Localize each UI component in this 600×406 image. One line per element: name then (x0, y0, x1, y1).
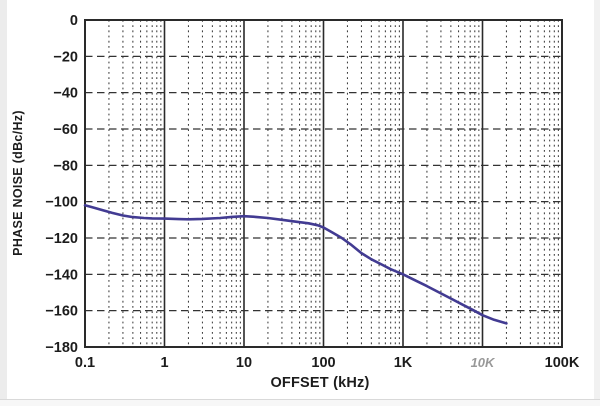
page-margin-bottom (0, 399, 600, 406)
x-tick-label: 10 (236, 355, 252, 371)
page-margin-left (0, 0, 7, 406)
y-tick-label: −180 (45, 340, 78, 356)
plot-frame (84, 19, 563, 348)
x-tick-label: 10K (471, 355, 496, 370)
y-tick-label: −120 (45, 231, 78, 247)
x-tick-label: 0.1 (75, 355, 95, 371)
y-tick-label: −20 (53, 49, 78, 65)
y-tick-label: −100 (45, 195, 78, 211)
x-axis-title: OFFSET (kHz) (270, 375, 370, 391)
x-tick-label: 100K (545, 355, 580, 371)
y-tick-label: −40 (53, 86, 78, 102)
y-tick-label: −60 (53, 122, 78, 138)
x-tick-label: 1 (160, 355, 168, 371)
phase-noise-curve (83, 204, 508, 325)
page-margin-right (594, 0, 600, 406)
x-tick-label: 1K (394, 355, 413, 371)
y-tick-label: 0 (70, 13, 78, 29)
x-tick-label: 100 (311, 355, 335, 371)
y-tick-label: −80 (53, 158, 78, 174)
y-tick-label: −140 (45, 267, 78, 283)
y-axis-title: PHASE NOISE (dBc/Hz) (11, 110, 25, 256)
y-tick-label: −160 (45, 304, 78, 320)
